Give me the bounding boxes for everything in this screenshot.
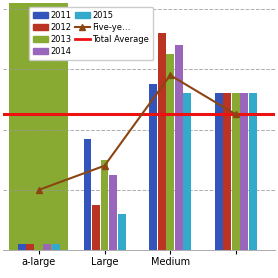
Bar bbox=[183, 93, 191, 250]
Bar bbox=[223, 93, 231, 250]
Bar bbox=[18, 244, 26, 250]
Bar bbox=[26, 244, 34, 250]
Bar bbox=[101, 160, 108, 250]
Bar bbox=[43, 244, 51, 250]
Bar bbox=[118, 214, 126, 250]
Bar bbox=[109, 175, 117, 250]
Bar bbox=[84, 138, 91, 250]
Bar bbox=[52, 244, 60, 250]
Bar bbox=[92, 205, 100, 250]
Bar bbox=[175, 45, 183, 250]
Bar bbox=[149, 84, 157, 250]
Legend: 2011, 2012, 2013, 2014, 2015, Five-ye…, Total Average: 2011, 2012, 2013, 2014, 2015, Five-ye…, … bbox=[29, 7, 153, 60]
Bar bbox=[249, 93, 257, 250]
Bar bbox=[158, 33, 166, 250]
Bar bbox=[35, 244, 43, 250]
Bar bbox=[9, 3, 68, 250]
Bar bbox=[215, 93, 223, 250]
Bar bbox=[166, 54, 174, 250]
Bar bbox=[232, 93, 240, 250]
Bar bbox=[240, 93, 248, 250]
